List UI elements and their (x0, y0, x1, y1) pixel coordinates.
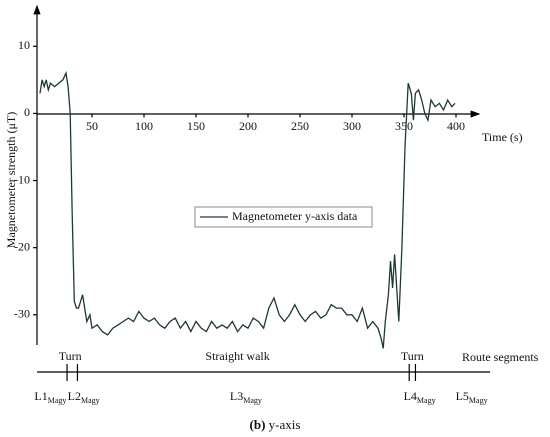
route-segment: L4Magy (404, 389, 436, 405)
segment-name: L5 (456, 389, 469, 403)
segment-name: L4 (404, 389, 417, 403)
segment-name: L3 (230, 389, 243, 403)
segment-sub: Magy (48, 396, 67, 405)
y-axis-label: Magnetometer strength (μT) (4, 112, 18, 248)
x-axis-label: Time (s) (482, 130, 523, 144)
route-segment: L5Magy (456, 389, 488, 405)
y-tick-label: -10 (14, 172, 30, 186)
route-annotation: Turn (59, 349, 82, 363)
caption-text: y-axis (269, 417, 301, 432)
segment-sub: Magy (417, 396, 436, 405)
segment-sub: Magy (81, 396, 100, 405)
data-line (39, 70, 456, 349)
x-tick-label: 200 (239, 119, 257, 133)
x-tick-label: 300 (343, 119, 361, 133)
x-tick-label: 400 (447, 119, 465, 133)
x-tick-label: 150 (187, 119, 205, 133)
route-annotation: Turn (401, 349, 424, 363)
x-tick-label: 100 (135, 119, 153, 133)
y-tick-label: 0 (24, 105, 30, 119)
route-segment: L3Magy (230, 389, 262, 405)
x-tick-label: 250 (291, 119, 309, 133)
legend (194, 206, 373, 228)
caption-label: (b) (250, 417, 266, 432)
y-tick-label: -30 (14, 307, 30, 321)
segment-sub: Magy (243, 396, 262, 405)
legend-label: Magnetometer y-axis data (232, 209, 358, 223)
route-annotation: Straight walk (205, 349, 269, 363)
segment-name: L2 (68, 389, 81, 403)
route-label: Route segments (462, 350, 539, 364)
segment-name: L1 (34, 389, 47, 403)
x-tick-label: 350 (395, 119, 413, 133)
route-segment: L2Magy (68, 389, 100, 405)
route-segment: L1Magy (34, 389, 66, 405)
caption: (b) y-axis (250, 417, 301, 432)
y-tick-label: -20 (14, 239, 30, 253)
segment-sub: Magy (469, 396, 488, 405)
y-tick-label: 10 (18, 38, 30, 52)
x-tick-label: 50 (86, 119, 98, 133)
